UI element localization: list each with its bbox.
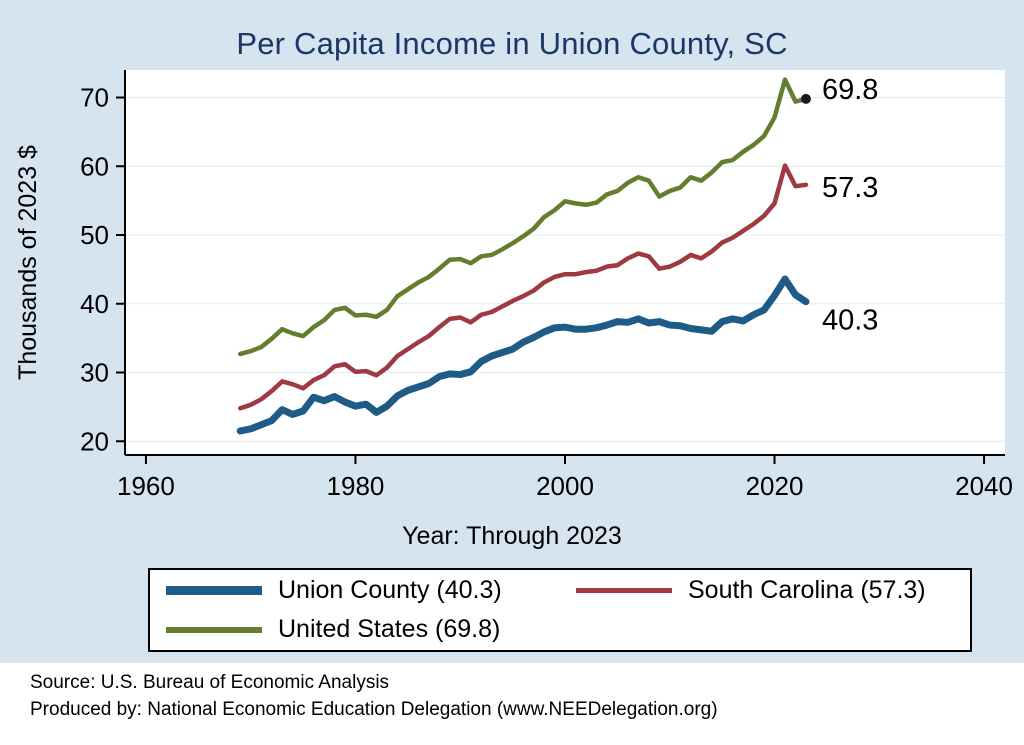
series-line-union-county [236,275,810,435]
y-tick-label: 20 [80,426,109,456]
x-tick-label: 2020 [746,471,804,501]
y-tick-label: 30 [80,358,109,388]
series-end-label-united-states: 69.8 [822,74,878,106]
union-county-line-swatch [166,586,262,595]
source-note: Source: U.S. Bureau of Economic Analysis [30,672,390,693]
x-tick-label: 2040 [955,471,1013,501]
legend-item-united-states: United States (69.8) [150,615,560,644]
legend-label: Union County (40.3) [278,576,502,604]
series-end-marker-united-states [800,93,811,104]
y-tick-label: 60 [80,151,109,181]
south-carolina-line-swatch [576,588,672,593]
y-tick-label: 40 [80,289,109,319]
y-axis-ticks: 20 30 40 50 60 70 [80,83,125,456]
series-end-label-south-carolina: 57.3 [822,172,878,204]
chart-title: Per Capita Income in Union County, SC [236,26,788,61]
footer-notes: Source: U.S. Bureau of Economic Analysis… [0,663,1024,745]
y-tick-label: 50 [80,220,109,250]
chart-legend: Union County (40.3) South Carolina (57.3… [148,568,972,652]
x-tick-label: 1960 [117,471,175,501]
x-tick-label: 2000 [536,471,594,501]
series-line-united-states [237,77,809,357]
plot-area [125,70,1005,455]
x-axis-ticks: 1960 1980 2000 2020 2040 [117,455,1013,501]
y-tick-label: 70 [80,83,109,113]
series-line-south-carolina [237,163,809,411]
series-end-label-union-county: 40.3 [822,305,878,337]
legend-label: United States (69.8) [278,615,501,643]
x-tick-label: 1980 [327,471,385,501]
united-states-line-swatch [166,626,262,633]
legend-item-union-county: Union County (40.3) [150,576,560,605]
x-axis-title: Year: Through 2023 [402,522,622,550]
gridlines [125,97,1005,442]
produced-by-note: Produced by: National Economic Education… [30,698,718,720]
chart-canvas: 20 30 40 50 60 70 1960 1980 2000 2020 2040 Thousand… [14,70,1013,501]
legend-item-south-carolina: South Carolina (57.3) [560,576,970,605]
y-axis-title: Thousands of 2023 $ [14,145,42,380]
legend-label: South Carolina (57.3) [688,576,926,604]
